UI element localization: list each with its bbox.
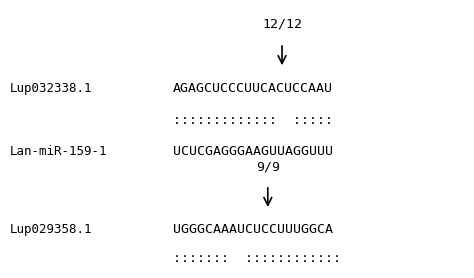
Text: 9/9: 9/9 [256, 160, 280, 173]
Text: UCUCGAGGGAAGUUAGGUUU: UCUCGAGGGAAGUUAGGUUU [173, 145, 333, 158]
Text: Lan-miR-159-1: Lan-miR-159-1 [9, 145, 107, 158]
Text: :::::::  ::::::::::::: ::::::: :::::::::::: [173, 252, 341, 265]
Text: Lup032338.1: Lup032338.1 [9, 83, 92, 95]
Text: Lup029358.1: Lup029358.1 [9, 223, 92, 236]
Text: UGGGCAAAUCUCCUUUGGCA: UGGGCAAAUCUCCUUUGGCA [173, 223, 333, 236]
Text: 12/12: 12/12 [262, 17, 302, 30]
Text: :::::::::::::  :::::: ::::::::::::: ::::: [173, 115, 333, 127]
Text: AGAGCUCCCUUCACUCCAAU: AGAGCUCCCUUCACUCCAAU [173, 83, 333, 95]
